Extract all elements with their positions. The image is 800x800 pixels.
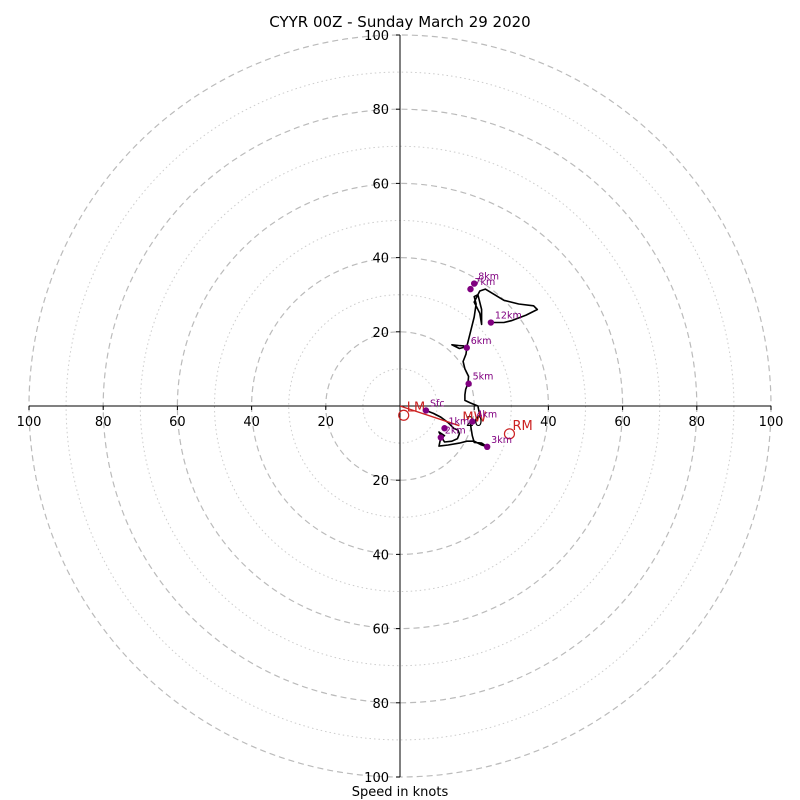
y-tick-label: 20 xyxy=(372,474,389,489)
height-label-3km: 3km xyxy=(491,435,512,446)
height-marker-3km xyxy=(483,443,491,451)
y-tick-label: 80 xyxy=(372,697,389,712)
x-tick-label: 60 xyxy=(614,415,631,430)
height-label-12km: 12km xyxy=(495,311,522,322)
height-marker-6km xyxy=(463,344,470,351)
height-marker-5km xyxy=(465,380,472,387)
height-marker-8km xyxy=(471,280,478,287)
wind-profile xyxy=(425,288,539,448)
rm-marker xyxy=(503,428,516,440)
height-marker-2km xyxy=(437,434,445,441)
height-label-sfc: Sfc xyxy=(430,398,445,409)
height-marker-4km xyxy=(469,418,476,425)
tick-labels: 1008060402020406080100100806040202040608… xyxy=(17,29,784,786)
x-tick-label: 20 xyxy=(318,415,335,430)
height-label-8km: 8km xyxy=(478,272,499,283)
y-tick-label: 20 xyxy=(372,326,389,341)
storm-motion-vector xyxy=(399,405,460,427)
height-label-5km: 5km xyxy=(473,372,494,383)
x-tick-label: 60 xyxy=(169,415,186,430)
x-tick-label: 100 xyxy=(759,415,784,430)
x-tick-label: 80 xyxy=(689,415,706,430)
height-marker-1km xyxy=(441,425,448,432)
x-tick-label: 100 xyxy=(17,415,42,430)
y-tick-label: 100 xyxy=(364,771,389,786)
rm-label: RM xyxy=(512,419,532,434)
storm-motion: LM MW RM xyxy=(398,400,533,440)
lm-label: LM xyxy=(407,400,425,415)
x-axis-label: Speed in knots xyxy=(352,785,449,800)
height-label-6km: 6km xyxy=(471,336,492,347)
y-tick-label: 60 xyxy=(372,623,389,638)
height-marker-7km xyxy=(467,285,474,293)
chart-title: CYYR 00Z - Sunday March 29 2020 xyxy=(269,13,530,31)
height-marker-12km xyxy=(487,319,495,326)
lm-marker xyxy=(398,409,410,421)
y-tick-label: 100 xyxy=(364,29,389,44)
y-tick-label: 40 xyxy=(372,548,389,563)
wind-profile-line xyxy=(425,288,539,448)
height-label-7km: 7km xyxy=(474,277,495,288)
height-label-1km: 1km xyxy=(449,416,470,427)
mw-label: MW xyxy=(462,411,486,426)
height-label-2km: 2km xyxy=(445,426,466,437)
y-tick-label: 40 xyxy=(372,252,389,267)
x-tick-label: 40 xyxy=(540,415,557,430)
height-marker-sfc xyxy=(422,407,430,414)
height-label-4km: 4km xyxy=(476,410,497,421)
y-tick-label: 60 xyxy=(372,177,389,192)
x-tick-label: 80 xyxy=(95,415,112,430)
y-tick-label: 80 xyxy=(372,103,389,118)
x-tick-label: 40 xyxy=(243,415,260,430)
